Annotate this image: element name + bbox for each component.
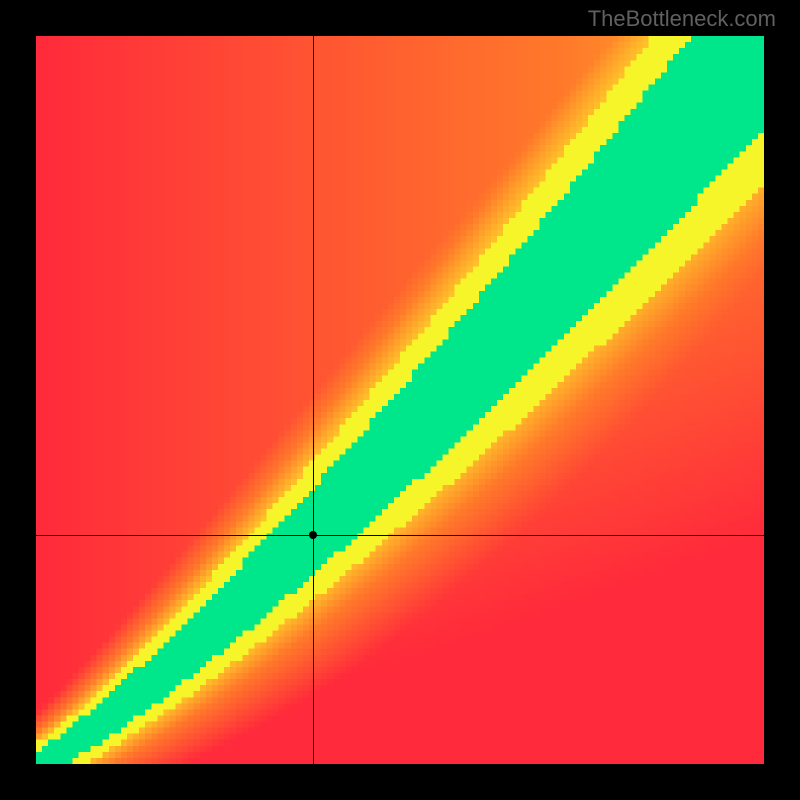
- bottleneck-heatmap: [36, 36, 764, 764]
- heatmap-canvas: [36, 36, 764, 764]
- watermark-text: TheBottleneck.com: [588, 6, 776, 32]
- crosshair-point: [309, 531, 317, 539]
- crosshair-vertical: [313, 36, 314, 764]
- crosshair-horizontal: [36, 535, 764, 536]
